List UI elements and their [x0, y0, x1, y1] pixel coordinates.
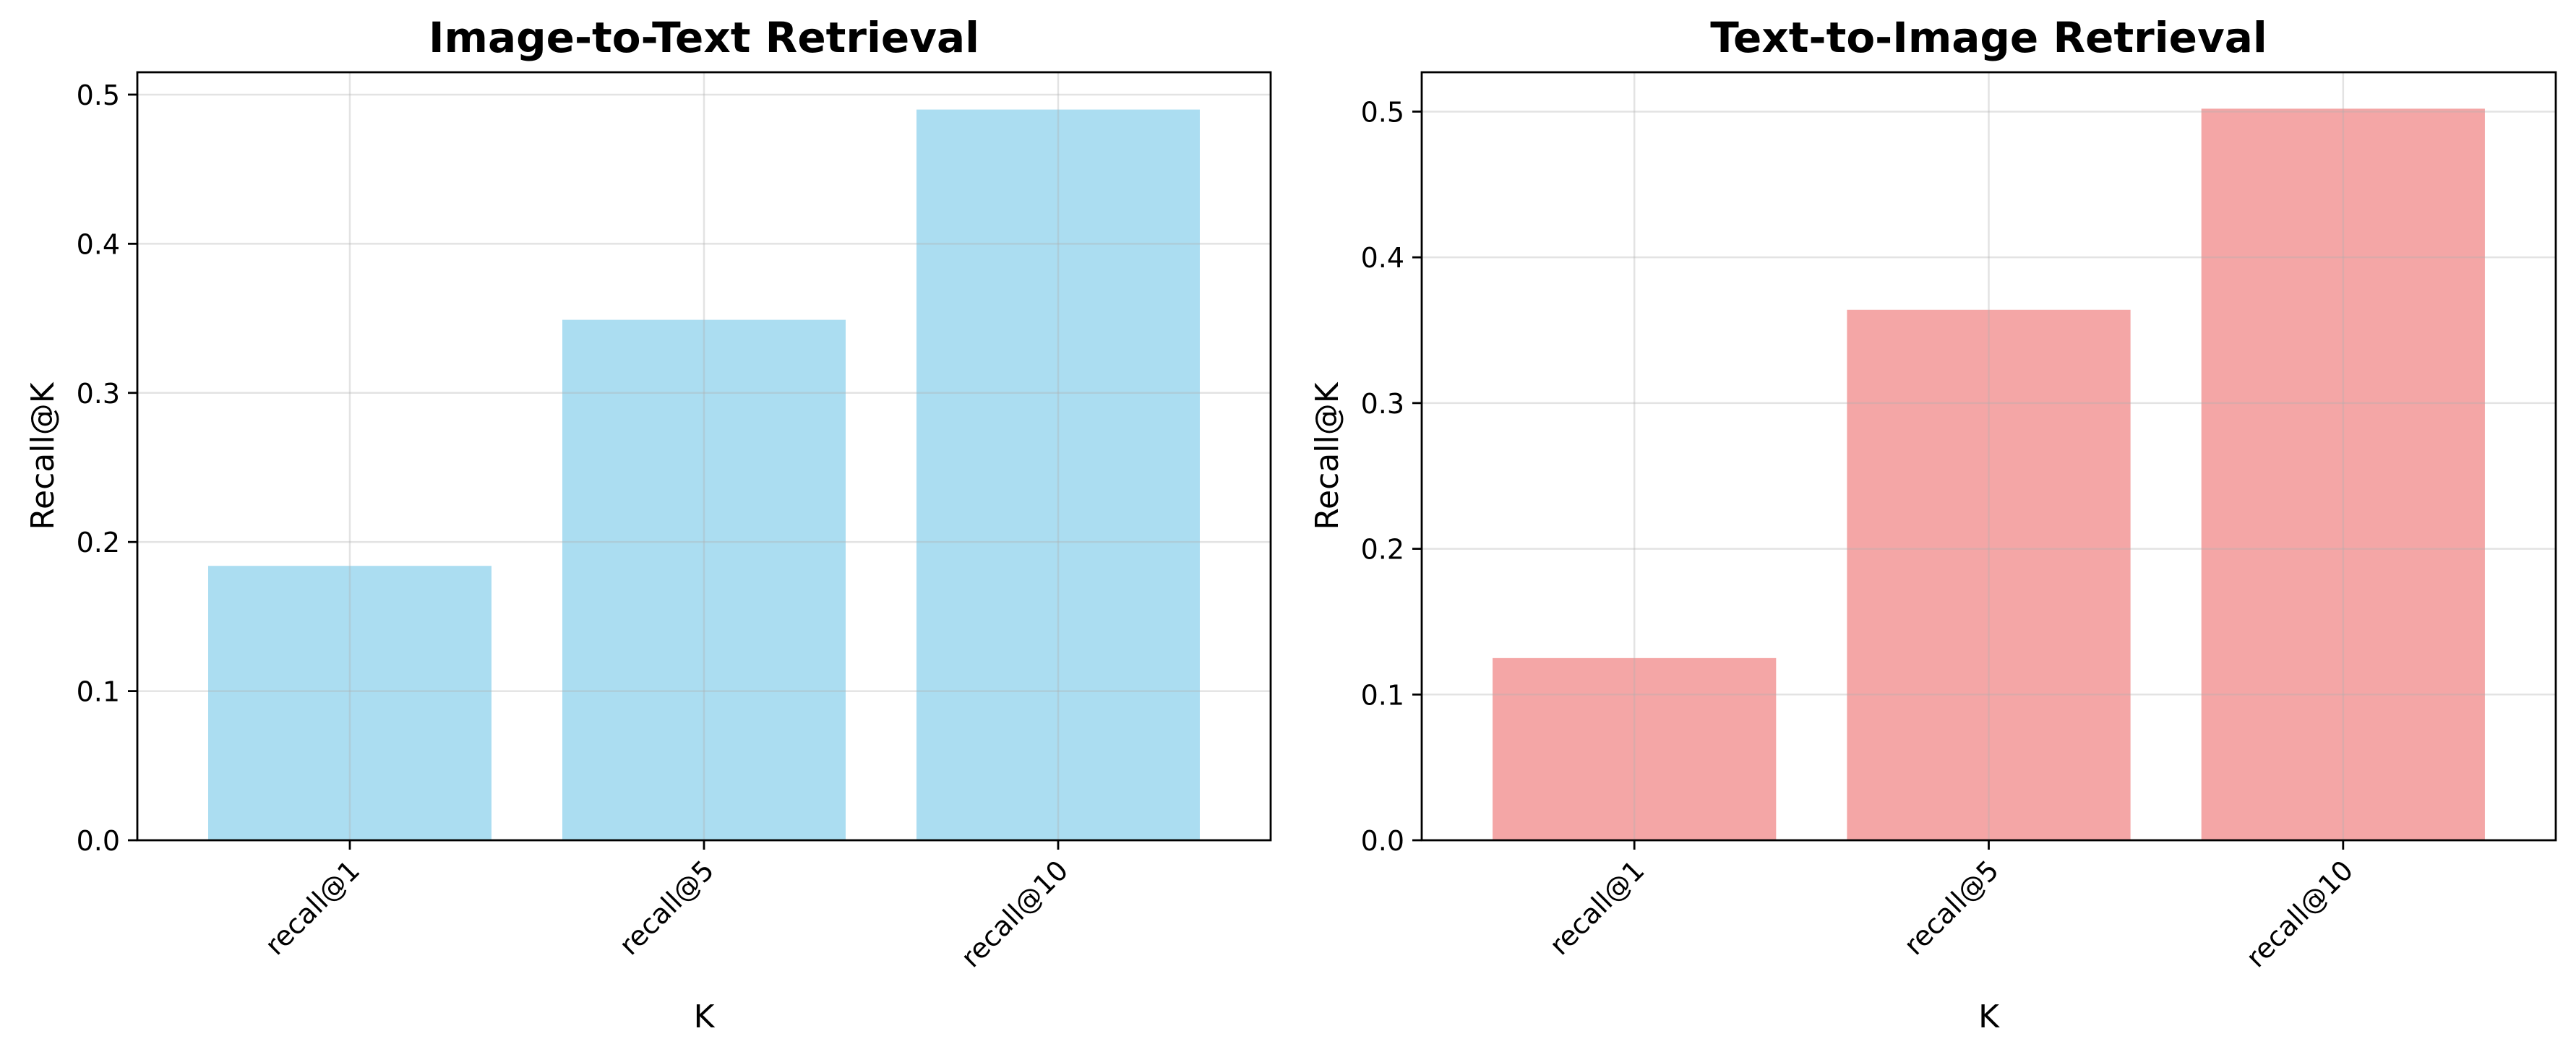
bar-recall@1: [1493, 657, 1777, 840]
chart-text-to-image: 0.0 0.1 0.2 0.3 0.4 0.5 recall@1 recall@5 recall…: [1309, 13, 2557, 1035]
y-tick-label: 0.1: [77, 676, 120, 708]
y-tick-label: 0.3: [77, 378, 120, 410]
y-tick-label: 0.3: [1361, 388, 1404, 420]
bar-recall@10: [2201, 108, 2485, 840]
y-tick-label: 0.1: [1361, 679, 1404, 711]
y-tick-label: 0.4: [77, 228, 120, 260]
x-tick-label: recall@5: [613, 854, 720, 961]
x-tick-label: recall@5: [1898, 854, 2005, 961]
y-axis-label: Recall@K: [1309, 381, 1346, 530]
bar-recall@1: [208, 566, 491, 840]
y-tick-label: 0.0: [1361, 825, 1404, 857]
x-tick-label: recall@10: [955, 854, 1074, 973]
x-axis-label: K: [1978, 998, 2000, 1035]
y-tick-label: 0.0: [77, 825, 120, 857]
bar-recall@10: [916, 109, 1200, 841]
y-tick-label: 0.2: [77, 527, 120, 558]
bar-recall@5: [1847, 309, 2131, 840]
x-tick-label: recall@1: [1543, 854, 1650, 961]
x-axis-label: K: [694, 998, 716, 1035]
chart-title: Text-to-Image Retrieval: [1710, 13, 2267, 62]
bar-recall@5: [562, 319, 846, 840]
chart-image-to-text: 0.0 0.1 0.2 0.3 0.4 0.5 recall@1 recall@5 recall…: [25, 13, 1272, 1035]
x-tick-label: recall@1: [259, 854, 366, 961]
y-tick-label: 0.4: [1361, 242, 1404, 274]
y-tick-label: 0.5: [1361, 96, 1404, 128]
y-tick-label: 0.5: [77, 79, 120, 111]
chart-title: Image-to-Text Retrieval: [429, 13, 979, 62]
y-tick-label: 0.2: [1361, 534, 1404, 566]
x-tick-label: recall@10: [2240, 854, 2359, 973]
y-axis-label: Recall@K: [25, 381, 61, 530]
